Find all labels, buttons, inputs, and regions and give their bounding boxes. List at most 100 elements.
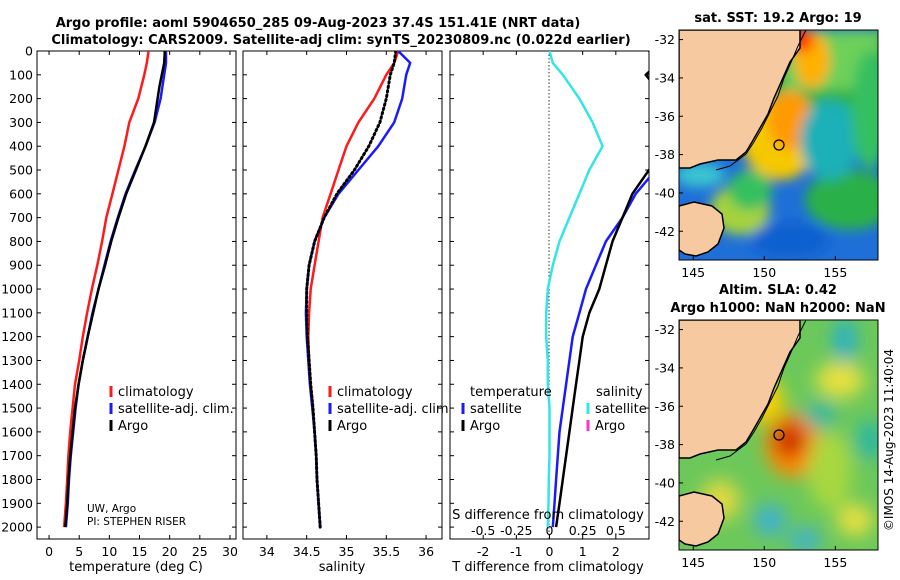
x-tick-label: 5 bbox=[75, 544, 83, 559]
x-tick-label: 10 bbox=[101, 544, 117, 559]
depth-tick-label: 1800 bbox=[1, 472, 33, 487]
sla-mainland bbox=[679, 320, 801, 459]
series-line-t-satellite bbox=[551, 175, 649, 528]
sst-argo-float-marker bbox=[773, 139, 785, 151]
depth-tick-label: 2000 bbox=[1, 520, 33, 535]
map-lon-label: 145 bbox=[681, 265, 705, 280]
legend-climatology-label: climatology bbox=[118, 385, 194, 400]
depth-tick-label: 1900 bbox=[1, 496, 33, 511]
s-diff-tick-label: -0.5 bbox=[471, 523, 495, 538]
credit-line1: UW, Argo bbox=[87, 503, 136, 515]
legend-temperature-title: temperature bbox=[470, 385, 552, 400]
s-diff-tick-label: 0 bbox=[546, 523, 554, 538]
difference-series bbox=[544, 51, 649, 528]
x-tick-label: -1 bbox=[510, 544, 522, 559]
depth-tick-label: 400 bbox=[9, 139, 33, 154]
legend-argo-label: Argo bbox=[337, 419, 367, 434]
depth-tick-label: 700 bbox=[9, 210, 33, 225]
s-diff-tick-label: 0.25 bbox=[569, 523, 597, 538]
difference-y-ticks bbox=[450, 50, 649, 528]
map-lon-label: 145 bbox=[681, 555, 705, 570]
temperature-legend: climatology satellite-adj. clim. Argo bbox=[109, 385, 234, 434]
sla-map-title-line2: Argo h1000: NaN h2000: NaN bbox=[670, 301, 885, 316]
t-difference-x-axis: -2 -1 0 1 2 bbox=[477, 51, 620, 559]
map-lat-label: -40 bbox=[655, 185, 675, 200]
legend-satellite-label: satellite-adj. clim. bbox=[337, 402, 453, 417]
depth-tick-label: 300 bbox=[9, 115, 33, 130]
series-line-argo bbox=[64, 51, 167, 528]
map-lat-label: -36 bbox=[655, 399, 675, 414]
legend-s-satellite-label: satellite bbox=[595, 402, 647, 417]
sla-map-title-line1: Altim. SLA: 0.42 bbox=[719, 283, 837, 298]
map-lat-label: -34 bbox=[655, 70, 675, 85]
salinity-series bbox=[304, 51, 412, 529]
x-tick-label: 0 bbox=[45, 544, 53, 559]
salinity-y-ticks bbox=[243, 50, 442, 528]
figure-title-line1: Argo profile: aoml 5904650_285 09-Aug-20… bbox=[56, 16, 581, 31]
salinity-panel: 34 34.5 35 35.5 36 salinity climatology sate… bbox=[242, 50, 453, 575]
depth-axis: 0 100 200 300 400 500 600 700 800 900 1000 1100 1200… bbox=[1, 44, 236, 535]
s-difference-label: S difference from climatology bbox=[452, 508, 644, 523]
x-tick-label: 34 bbox=[259, 544, 275, 559]
depth-tick-label: 1500 bbox=[1, 401, 33, 416]
depth-tick-label: 1600 bbox=[1, 424, 33, 439]
depth-tick-label: 100 bbox=[9, 67, 33, 82]
legend-t-argo-label: Argo bbox=[470, 419, 500, 434]
depth-tick-label: 600 bbox=[9, 186, 33, 201]
s-diff-tick-label: -0.25 bbox=[500, 523, 532, 538]
x-tick-label: 20 bbox=[162, 544, 178, 559]
map-lon-label: 155 bbox=[823, 555, 847, 570]
series-line-climatology bbox=[62, 51, 150, 528]
sla-map-frame bbox=[678, 319, 879, 551]
x-tick-label: 2 bbox=[612, 544, 620, 559]
salinity-axes-frame bbox=[242, 50, 443, 540]
salinity-legend: climatology satellite-adj. clim. Argo bbox=[328, 385, 453, 434]
depth-tick-label: 1300 bbox=[1, 353, 33, 368]
depth-tick-label: 900 bbox=[9, 258, 33, 273]
sst-map-frame bbox=[678, 29, 879, 261]
series-line-argo bbox=[305, 51, 398, 529]
series-line-t-argo bbox=[554, 51, 649, 528]
x-tick-label: 36 bbox=[418, 544, 434, 559]
map-lat-label: -42 bbox=[655, 224, 675, 239]
sst-map-title: sat. SST: 19.2 Argo: 19 bbox=[694, 11, 861, 26]
sla-map-ticks: 145 150 155 -32 -34 -36 -38 -40 -42 bbox=[655, 322, 848, 570]
depth-tick-label: 1700 bbox=[1, 448, 33, 463]
x-tick-label: 15 bbox=[132, 544, 148, 559]
sst-tasmania bbox=[679, 201, 725, 257]
sla-tasmania bbox=[679, 491, 725, 547]
temperature-panel: 0100200300400500600700800900100011001200… bbox=[1, 44, 238, 576]
sla-argo-float-marker bbox=[773, 429, 785, 441]
map-lat-label: -36 bbox=[655, 109, 675, 124]
x-tick-label: 35 bbox=[339, 544, 355, 559]
depth-tick-label: 1100 bbox=[1, 305, 33, 320]
sla-isobath bbox=[715, 320, 807, 461]
legend-s-argo-label: Argo bbox=[595, 419, 625, 434]
legend-t-satellite-label: satellite bbox=[470, 402, 522, 417]
depth-tick-label: 200 bbox=[9, 91, 33, 106]
x-tick-label: 25 bbox=[192, 544, 208, 559]
map-lat-label: -42 bbox=[655, 514, 675, 529]
sla-map-field bbox=[679, 320, 878, 550]
map-lat-label: -34 bbox=[655, 360, 675, 375]
sst-isobath bbox=[715, 30, 807, 171]
legend-argo-label: Argo bbox=[118, 419, 148, 434]
map-lat-label: -32 bbox=[655, 32, 675, 47]
figure-title-line2: Climatology: CARS2009. Satellite-adj cli… bbox=[51, 33, 630, 48]
difference-panel: -2 -1 0 1 2 -0.5 -0.25 0 0.25 0.5 S difference f… bbox=[449, 50, 650, 575]
sla-map: Altim. SLA: 0.42 Argo h1000: NaN h2000: … bbox=[655, 283, 886, 570]
depth-tick-label: 800 bbox=[9, 234, 33, 249]
s-difference-x-axis: -0.5 -0.25 0 0.25 0.5 bbox=[471, 523, 626, 538]
salinity-x-axis: 34 34.5 35 35.5 36 bbox=[259, 51, 434, 559]
sst-map: sat. SST: 19.2 Argo: 19 bbox=[655, 11, 879, 280]
sst-mainland bbox=[679, 30, 801, 169]
depth-tick-label: 1400 bbox=[1, 377, 33, 392]
credit-line2: PI: STEPHEN RISER bbox=[87, 516, 186, 528]
depth-tick-label: 1200 bbox=[1, 329, 33, 344]
series-line-s-satellite bbox=[544, 51, 604, 528]
t-difference-xlabel: T difference from climatology bbox=[451, 560, 644, 575]
map-lat-label: -38 bbox=[655, 437, 675, 452]
sst-map-ticks: 145 150 155 -32 -34 -36 -38 -40 -42 bbox=[655, 32, 848, 280]
x-tick-label: 0 bbox=[546, 544, 554, 559]
